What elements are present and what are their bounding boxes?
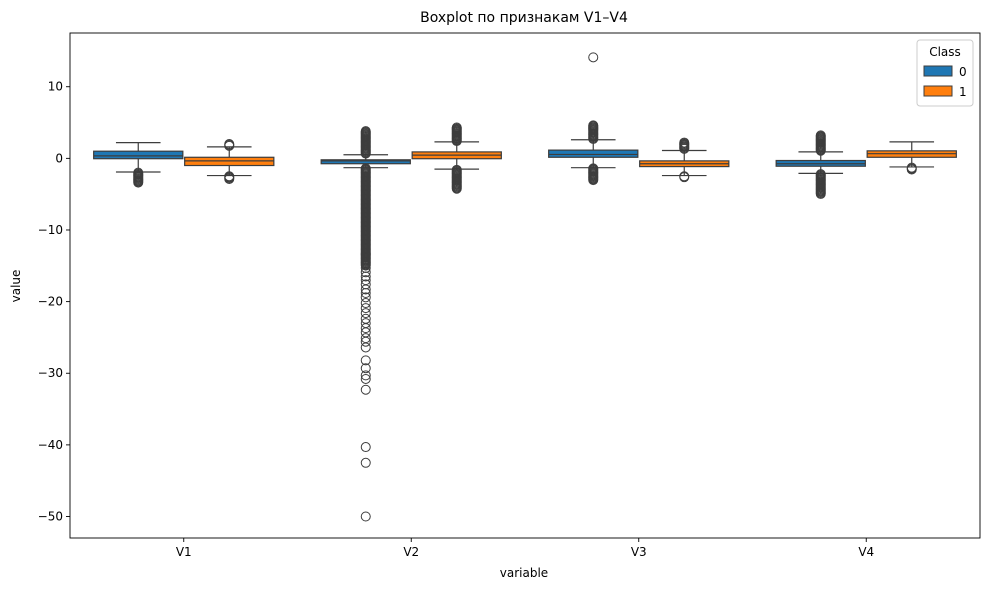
outlier-point: [451, 183, 462, 194]
outlier-point: [224, 140, 235, 151]
outlier-point: [360, 298, 371, 309]
box-group: [320, 126, 411, 522]
y-axis: 10 0 −10 −20 −30 −40 −50: [38, 80, 70, 524]
x-tick-label: V3: [631, 545, 647, 559]
outlier-point: [360, 442, 371, 453]
box-group: [184, 139, 275, 184]
outlier-point: [815, 188, 826, 199]
outlier-point: [360, 318, 371, 329]
outlier-point: [360, 333, 371, 344]
outlier-point: [360, 260, 371, 271]
outlier-point: [360, 308, 371, 319]
legend-title: Class: [929, 45, 961, 59]
box-group: [548, 52, 639, 186]
outlier-point: [588, 133, 599, 144]
y-tick-label: 10: [48, 80, 63, 94]
box-group: [775, 130, 866, 199]
box-group: [639, 137, 730, 183]
box-group: [93, 141, 184, 188]
outlier-point: [360, 384, 371, 395]
outlier-point: [679, 172, 690, 183]
y-tick-label: −30: [38, 366, 63, 380]
outlier-point: [360, 363, 371, 374]
legend: Class 0 1: [916, 39, 974, 107]
box-group: [411, 122, 502, 194]
outlier-point: [679, 143, 690, 154]
legend-entry-label: 1: [959, 85, 967, 99]
outlier-point: [588, 175, 599, 186]
outlier-point: [360, 292, 371, 303]
outlier-point: [360, 267, 371, 278]
box: [548, 149, 639, 158]
outlier-point: [360, 262, 371, 273]
y-axis-label: value: [9, 270, 23, 303]
box: [93, 150, 184, 160]
plot-area-frame: [69, 32, 981, 539]
outlier-point: [360, 355, 371, 366]
outlier-point: [815, 145, 826, 156]
y-tick-label: −10: [38, 223, 63, 237]
outlier-point: [588, 52, 599, 63]
x-tick-label: V1: [176, 545, 192, 559]
legend-entry-label: 0: [959, 65, 967, 79]
outlier-point: [906, 164, 917, 175]
outlier-point: [360, 303, 371, 314]
x-axis-label: variable: [500, 566, 548, 580]
x-axis: V1 V2 V3 V4: [176, 538, 874, 559]
outlier-point: [133, 177, 144, 188]
chart-title: Boxplot по признакам V1–V4: [420, 10, 628, 26]
x-tick-label: V2: [403, 545, 419, 559]
outlier-point: [360, 511, 371, 522]
outlier-point: [360, 148, 371, 159]
y-tick-label: 0: [55, 151, 63, 165]
x-tick-label: V4: [858, 545, 874, 559]
outlier-point: [224, 173, 235, 184]
outlier-point: [360, 457, 371, 468]
legend-swatch: [923, 65, 953, 77]
box-group: [866, 141, 957, 175]
outlier-point: [360, 370, 371, 381]
y-tick-label: −50: [38, 510, 63, 524]
outlier-point: [451, 136, 462, 147]
y-tick-label: −40: [38, 438, 63, 452]
outlier-point: [360, 279, 371, 290]
outlier-point: [360, 275, 371, 286]
outlier-point: [360, 313, 371, 324]
outlier-point: [360, 373, 371, 384]
y-tick-label: −20: [38, 295, 63, 309]
legend-swatch: [923, 85, 953, 97]
